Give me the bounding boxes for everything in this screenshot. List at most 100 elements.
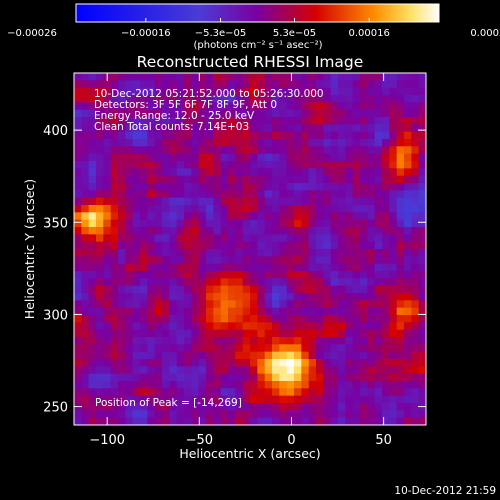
image-pixel <box>352 278 361 287</box>
image-pixel <box>176 293 185 301</box>
image-pixel <box>176 102 185 111</box>
image-pixel <box>330 175 339 184</box>
image-pixel <box>213 109 222 118</box>
image-pixel <box>176 227 185 235</box>
image-pixel <box>118 183 126 191</box>
image-pixel <box>316 307 324 316</box>
image-pixel <box>396 381 405 389</box>
image-pixel <box>316 95 324 103</box>
image-pixel <box>74 197 82 206</box>
image-pixel <box>264 212 273 221</box>
image-pixel <box>140 373 148 382</box>
image-pixel <box>81 197 90 206</box>
image-pixel <box>235 278 244 287</box>
image-pixel <box>96 285 104 294</box>
image-pixel <box>191 388 200 397</box>
image-pixel <box>213 212 222 221</box>
image-pixel <box>184 417 192 425</box>
image-pixel <box>294 300 302 309</box>
image-pixel <box>389 168 398 177</box>
image-pixel <box>147 146 156 155</box>
image-pixel <box>242 102 251 111</box>
image-pixel <box>103 322 112 331</box>
image-pixel <box>220 219 229 228</box>
image-pixel <box>235 285 244 294</box>
image-pixel <box>169 102 178 111</box>
image-pixel <box>308 87 317 96</box>
image-pixel <box>352 256 361 265</box>
image-pixel <box>191 403 200 411</box>
image-pixel <box>367 124 376 133</box>
image-pixel <box>338 249 346 257</box>
image-pixel <box>147 212 156 221</box>
image-pixel <box>125 183 134 191</box>
image-pixel <box>140 271 148 279</box>
image-pixel <box>235 139 244 147</box>
image-pixel <box>338 109 346 118</box>
image-pixel <box>257 417 266 425</box>
image-pixel <box>118 87 126 96</box>
image-pixel <box>154 337 163 345</box>
image-pixel <box>301 410 310 419</box>
image-pixel <box>220 278 229 287</box>
image-pixel <box>294 183 302 191</box>
image-pixel <box>74 381 82 389</box>
image-pixel <box>272 403 280 411</box>
image-pixel <box>191 146 200 155</box>
image-pixel <box>316 285 324 294</box>
image-pixel <box>103 263 112 272</box>
image-pixel <box>316 403 324 411</box>
image-pixel <box>257 153 266 162</box>
image-pixel <box>213 359 222 367</box>
image-pixel <box>125 241 134 250</box>
image-pixel <box>294 373 302 382</box>
image-pixel <box>96 80 104 89</box>
image-pixel <box>330 153 339 162</box>
image-pixel <box>250 109 258 118</box>
image-pixel <box>81 109 90 118</box>
image-pixel <box>250 131 258 140</box>
image-pixel <box>88 322 97 331</box>
image-pixel <box>382 300 390 309</box>
image-pixel <box>279 102 288 111</box>
image-pixel <box>110 344 119 353</box>
image-pixel <box>374 278 383 287</box>
image-pixel <box>272 234 280 243</box>
image-pixel <box>374 373 383 382</box>
image-pixel <box>147 131 156 140</box>
image-pixel <box>132 381 141 389</box>
image-pixel <box>206 249 214 257</box>
image-pixel <box>206 117 214 125</box>
image-pixel <box>213 146 222 155</box>
image-pixel <box>279 403 288 411</box>
image-pixel <box>404 146 412 155</box>
image-pixel <box>169 351 178 360</box>
image-pixel <box>250 410 258 419</box>
image-pixel <box>103 359 112 367</box>
image-pixel <box>374 146 383 155</box>
image-pixel <box>382 102 390 111</box>
image-pixel <box>352 241 361 250</box>
image-pixel <box>404 241 412 250</box>
image-pixel <box>301 263 310 272</box>
image-pixel <box>352 373 361 382</box>
image-pixel <box>242 241 251 250</box>
image-pixel <box>162 271 170 279</box>
image-pixel <box>411 417 420 425</box>
image-pixel <box>330 315 339 323</box>
image-pixel <box>88 366 97 375</box>
image-pixel <box>242 183 251 191</box>
image-pixel <box>184 373 192 382</box>
image-pixel <box>242 322 251 331</box>
image-pixel <box>132 359 141 367</box>
image-pixel <box>264 381 273 389</box>
image-pixel <box>330 337 339 345</box>
image-pixel <box>404 344 412 353</box>
image-pixel <box>154 183 163 191</box>
image-pixel <box>147 95 156 103</box>
image-pixel <box>308 161 317 169</box>
image-pixel <box>162 175 170 184</box>
image-pixel <box>184 212 192 221</box>
image-pixel <box>411 337 420 345</box>
image-pixel <box>235 263 244 272</box>
